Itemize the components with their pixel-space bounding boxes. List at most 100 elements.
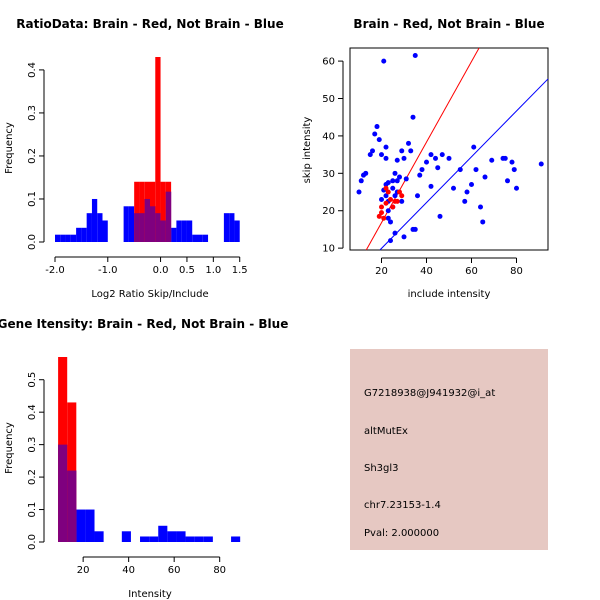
ratio-histogram-ylabel: Frequency [4, 122, 15, 174]
scatter-y-tick-label: 10 [322, 244, 335, 255]
not-brain-point [457, 167, 463, 173]
intensity-blue-bar [167, 531, 177, 542]
intensity-y-tick-label: 0.1 [27, 502, 38, 518]
gene-name-text: Sh3gl3 [364, 463, 399, 474]
not-brain-point [385, 208, 391, 214]
not-brain-point [471, 144, 477, 150]
ratio-overlap-bar [139, 213, 145, 242]
intensity-blue-bar [158, 525, 168, 542]
not-brain-point [417, 172, 423, 178]
not-brain-point [511, 167, 517, 173]
intensity-y-tick-label: 0.5 [27, 372, 38, 388]
ratio-blue-bar [70, 234, 77, 242]
ratio-blue-bar [186, 220, 193, 242]
brain-point [379, 210, 384, 216]
intensity-histogram-xlabel: Intensity [128, 589, 172, 600]
ratio-blue-bar [197, 234, 203, 242]
not-brain-point [388, 219, 393, 225]
not-brain-point [399, 148, 405, 154]
not-brain-point [412, 52, 418, 58]
ratio-blue-bar [76, 227, 82, 242]
intensity-y-tick-label: 0.0 [27, 534, 38, 550]
scatter-x-tick-label: 40 [420, 266, 433, 277]
intensity-blue-bar [140, 536, 150, 542]
not-brain-point [401, 155, 407, 161]
info-panel-background [350, 349, 548, 550]
intensity-x-tick-label: 40 [122, 565, 135, 576]
not-brain-point [437, 213, 443, 219]
ratio-blue-bar [234, 220, 240, 242]
ratio-red-bar [160, 181, 166, 242]
not-brain-point [372, 131, 378, 137]
ratio-y-tick-label: 0.3 [27, 105, 38, 121]
intensity-y-tick-label: 0.3 [27, 437, 38, 453]
intensity-histogram-axes: 20 40 60 80 0.0 0.1 0.2 0.3 0.4 0.5 [27, 372, 226, 576]
not-brain-point [509, 159, 515, 165]
scatter-x-tick-label: 80 [510, 266, 523, 277]
not-brain-point [439, 152, 445, 158]
not-brain-point [505, 178, 510, 184]
brain-point [397, 189, 402, 195]
scatter-points [356, 52, 544, 244]
not-brain-point [502, 155, 508, 161]
ratio-histogram-axes: -2.0 -1.0 0.0 0.5 1.0 1.5 0.0 0.1 0.2 0.3 0.4 [27, 62, 248, 276]
ratio-blue-bar [81, 227, 87, 242]
not-brain-point [390, 178, 396, 184]
not-brain-point [401, 234, 407, 240]
brain-point [385, 189, 391, 195]
intensity-blue-bar [149, 536, 159, 542]
not-brain-point [379, 152, 384, 158]
ratio-overlap-bar [165, 191, 172, 242]
not-brain-point [514, 185, 519, 191]
intensity-blue-bar [94, 531, 104, 542]
not-brain-point [392, 193, 398, 199]
ratio-blue-bar [171, 227, 177, 242]
scatter-panel: Brain - Red, Not Brain - Blue 20 40 60 80 10… [302, 17, 549, 300]
not-brain-point [358, 178, 364, 184]
intensity-blue-bar [176, 531, 186, 542]
not-brain-point [383, 144, 389, 150]
not-brain-point [390, 185, 396, 191]
not-brain-point [428, 152, 434, 158]
ratio-x-tick-label: -2.0 [45, 265, 65, 276]
not-brain-point [446, 155, 452, 161]
intensity-overlap-bar [67, 470, 77, 542]
ratio-y-tick-label: 0.4 [27, 62, 38, 78]
not-brain-point [412, 226, 418, 232]
not-brain-point [399, 198, 405, 204]
info-panel: G7218938@J941932@i_at altMutEx Sh3gl3 ch… [350, 349, 548, 550]
not-brain-point [478, 204, 483, 210]
ratio-histogram-title: RatioData: Brain - Red, Not Brain - Blue [16, 17, 283, 31]
brain-point [379, 204, 384, 210]
not-brain-point [435, 165, 441, 171]
scatter-x-tick-label: 20 [375, 266, 388, 277]
brain-point [399, 193, 405, 199]
not-brain-point [397, 174, 402, 180]
not-brain-point [480, 219, 486, 225]
intensity-y-tick-label: 0.4 [27, 404, 38, 420]
pval-text: Pval: 2.000000 [364, 528, 439, 539]
scatter-y-tick-label: 30 [322, 169, 335, 180]
ratio-blue-bar [192, 234, 198, 242]
ratio-overlap-bar [144, 198, 150, 242]
intensity-blue-bar [85, 509, 95, 542]
not-brain-point [482, 174, 488, 180]
brain-point [394, 198, 400, 204]
not-brain-point [415, 193, 420, 199]
not-brain-point [538, 161, 544, 167]
intensity-blue-bar [231, 536, 241, 542]
ratio-blue-bar [55, 234, 61, 242]
not-brain-point [469, 182, 474, 188]
intensity-x-tick-label: 80 [213, 565, 226, 576]
ratio-x-tick-label: 1.5 [232, 265, 248, 276]
not-brain-point [392, 230, 398, 236]
intensity-y-tick-label: 0.2 [27, 469, 38, 485]
not-brain-point [367, 152, 373, 158]
not-brain-point [428, 183, 434, 189]
scatter-x-tick-label: 60 [465, 266, 478, 277]
not-brain-point [473, 167, 479, 173]
ratio-blue-bar [123, 206, 129, 242]
scatter-xlabel: include intensity [408, 289, 491, 300]
not-brain-point [383, 155, 389, 161]
